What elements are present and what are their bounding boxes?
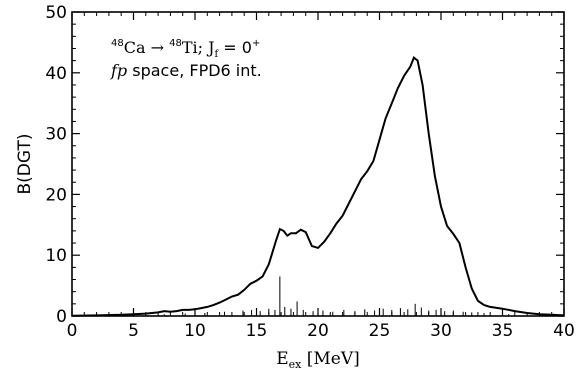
x-axis-label: Eex [MeV] — [276, 349, 360, 371]
y-tick-label: 0 — [56, 307, 67, 327]
x-axis: 0 5 10 15 20 25 30 35 40 — [67, 12, 575, 341]
x-tick-label: 35 — [492, 321, 514, 341]
y-tick-label: 10 — [45, 246, 67, 266]
x-tick-label: 0 — [67, 321, 78, 341]
plot-frame — [71, 11, 565, 317]
transition-spikes — [163, 276, 510, 316]
x-tick-label: 5 — [128, 321, 139, 341]
x-tick-label: 20 — [307, 321, 329, 341]
annotation-line-1: 48Ca → 48Ti; Jf = 0+ — [111, 38, 260, 60]
x-tick-label: 15 — [246, 321, 268, 341]
y-tick-label: 40 — [45, 64, 67, 84]
x-tick-label: 10 — [184, 321, 206, 341]
strength-curve — [71, 55, 565, 317]
y-axis: 0 10 20 30 40 50 — [45, 3, 564, 327]
x-tick-label: 25 — [369, 321, 391, 341]
y-tick-label: 20 — [45, 185, 67, 205]
x-tick-label: 30 — [430, 321, 452, 341]
y-tick-label: 30 — [45, 125, 67, 145]
y-axis-label: B(DGT) — [15, 134, 35, 195]
y-tick-label: 50 — [45, 3, 67, 23]
x-tick-label: 40 — [553, 321, 575, 341]
annotation-line-2: fp space, FPD6 int. — [110, 61, 262, 80]
